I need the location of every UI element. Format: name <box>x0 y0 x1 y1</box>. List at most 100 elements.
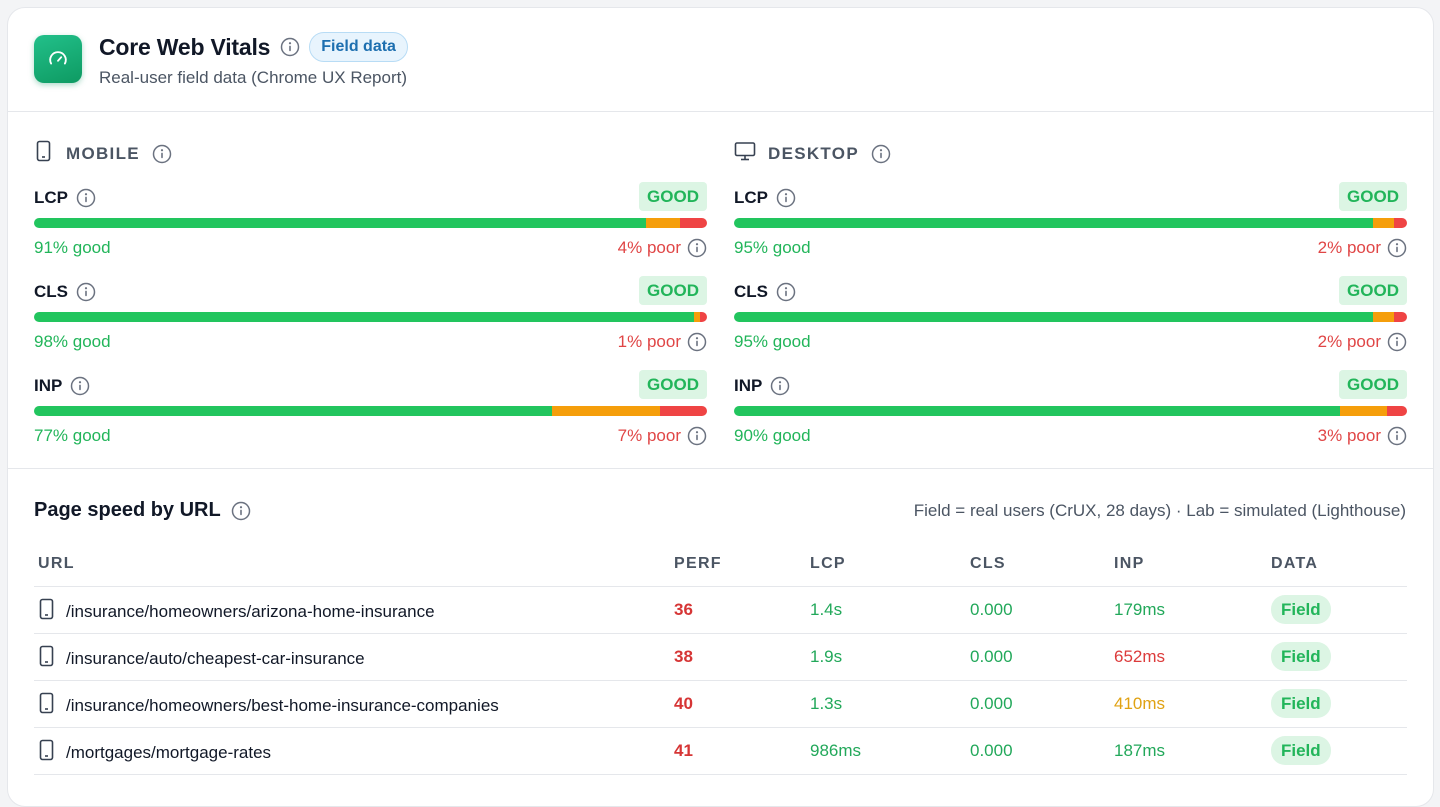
good-percentage: 91% good <box>34 238 111 257</box>
info-icon[interactable] <box>231 501 251 521</box>
info-icon[interactable] <box>871 144 891 164</box>
poor-percentage: 4% poor <box>617 238 681 257</box>
table-header: URL PERF LCP CLS INP DATA <box>34 551 1407 587</box>
metric-lcp: LCP GOOD 95% good 2% poor <box>734 182 1407 268</box>
perf-score: 41 <box>674 741 693 760</box>
lcp-value: 1.9s <box>810 647 843 666</box>
poor-percentage: 3% poor <box>1317 426 1381 445</box>
url-table: URL PERF LCP CLS INP DATA /insurance/hom… <box>34 551 1407 775</box>
column-header-cls[interactable]: CLS <box>970 555 1006 572</box>
bar-segment-good <box>34 406 553 416</box>
info-icon[interactable] <box>687 426 707 446</box>
url-link[interactable]: /insurance/homeowners/best-home-insuranc… <box>66 695 499 715</box>
info-icon[interactable] <box>687 238 707 258</box>
bar-segment-poor <box>659 406 707 416</box>
cls-value: 0.000 <box>970 647 1013 666</box>
bar-segment-good <box>734 312 1374 322</box>
column-header-perf[interactable]: PERF <box>674 555 722 572</box>
bar-segment-poor <box>1393 312 1407 322</box>
info-icon[interactable] <box>1387 426 1407 446</box>
lcp-value: 986ms <box>810 741 862 760</box>
info-icon[interactable] <box>776 188 796 208</box>
gauge-icon <box>34 35 82 83</box>
info-icon[interactable] <box>1387 238 1407 258</box>
bar-segment-good <box>734 218 1374 228</box>
metric-cls: CLS GOOD 95% good 2% poor <box>734 276 1407 362</box>
column-header-url[interactable]: URL <box>38 555 75 572</box>
bar-segment-poor <box>700 312 707 322</box>
status-badge: GOOD <box>639 276 707 305</box>
table-row[interactable]: /insurance/homeowners/arizona-home-insur… <box>34 587 1407 634</box>
url-link[interactable]: /insurance/auto/cheapest-car-insurance <box>66 648 365 668</box>
column-header-data[interactable]: DATA <box>1271 555 1319 572</box>
table-body: /insurance/homeowners/arizona-home-insur… <box>34 587 1407 775</box>
table-row[interactable]: /insurance/homeowners/best-home-insuranc… <box>34 681 1407 728</box>
table-row[interactable]: /mortgages/mortgage-rates 41 986ms 0.000 187… <box>34 728 1407 775</box>
info-icon[interactable] <box>776 282 796 302</box>
bar-segment-good <box>34 218 647 228</box>
metric-cls: CLS GOOD 98% good 1% poor <box>34 276 707 362</box>
bar-segment-good <box>34 312 694 322</box>
metric-label: LCP <box>34 188 68 207</box>
metric-lcp: LCP GOOD 91% good 4% poor <box>34 182 707 268</box>
poor-percentage: 7% poor <box>617 426 681 445</box>
lcp-value: 1.4s <box>810 600 843 619</box>
bar-segment-needs-improvement <box>1339 406 1387 416</box>
smartphone-icon <box>38 739 66 766</box>
bar-segment-poor <box>680 218 707 228</box>
mobile-label: MOBILE <box>66 143 140 163</box>
bar-segment-needs-improvement <box>693 312 701 322</box>
info-icon[interactable] <box>76 188 96 208</box>
metric-label: CLS <box>734 282 768 301</box>
data-source-badge: Field <box>1271 736 1331 765</box>
bar-segment-good <box>734 406 1340 416</box>
distribution-bar <box>34 218 707 228</box>
table-row[interactable]: /insurance/auto/cheapest-car-insurance 38… <box>34 634 1407 681</box>
metric-inp: INP GOOD 90% good 3% poor <box>734 370 1407 456</box>
info-icon[interactable] <box>280 37 300 57</box>
data-source-badge: Field <box>1271 689 1331 718</box>
distribution-bar <box>34 312 707 322</box>
legend-note: Field = real users (CrUX, 28 days) · Lab… <box>913 501 1406 520</box>
inp-value: 187ms <box>1114 741 1166 760</box>
metric-label: INP <box>34 376 63 395</box>
info-icon[interactable] <box>152 144 172 164</box>
smartphone-icon <box>38 645 66 672</box>
info-icon[interactable] <box>770 376 790 396</box>
page-subtitle: Real-user field data (Chrome UX Report) <box>99 68 408 87</box>
data-source-badge: Field <box>1271 642 1331 671</box>
column-header-inp[interactable]: INP <box>1114 555 1145 572</box>
smartphone-icon <box>34 140 54 167</box>
status-badge: GOOD <box>639 182 707 211</box>
distribution-bar <box>734 406 1407 416</box>
good-percentage: 98% good <box>34 332 111 351</box>
status-badge: GOOD <box>1339 182 1407 211</box>
column-header-lcp[interactable]: LCP <box>810 555 846 572</box>
desktop-label: DESKTOP <box>768 143 859 163</box>
metric-label: INP <box>734 376 763 395</box>
smartphone-icon <box>38 598 66 625</box>
info-icon[interactable] <box>76 282 96 302</box>
good-percentage: 77% good <box>34 426 111 445</box>
distribution-bar <box>34 406 707 416</box>
good-percentage: 95% good <box>734 238 811 257</box>
info-icon[interactable] <box>70 376 90 396</box>
inp-value: 410ms <box>1114 694 1166 713</box>
monitor-icon <box>734 140 756 167</box>
distribution-bar <box>734 312 1407 322</box>
data-source-badge: Field <box>1271 595 1331 624</box>
good-percentage: 90% good <box>734 426 811 445</box>
bar-segment-needs-improvement <box>1373 218 1394 228</box>
metric-inp: INP GOOD 77% good 7% poor <box>34 370 707 456</box>
perf-score: 40 <box>674 694 693 713</box>
bar-segment-poor <box>1386 406 1407 416</box>
url-link[interactable]: /insurance/homeowners/arizona-home-insur… <box>66 601 435 621</box>
field-data-badge: Field data <box>309 32 408 62</box>
lcp-value: 1.3s <box>810 694 843 713</box>
poor-percentage: 2% poor <box>1317 238 1381 257</box>
info-icon[interactable] <box>687 332 707 352</box>
perf-score: 38 <box>674 647 693 666</box>
url-link[interactable]: /mortgages/mortgage-rates <box>66 742 272 762</box>
perf-score: 36 <box>674 600 693 619</box>
info-icon[interactable] <box>1387 332 1407 352</box>
